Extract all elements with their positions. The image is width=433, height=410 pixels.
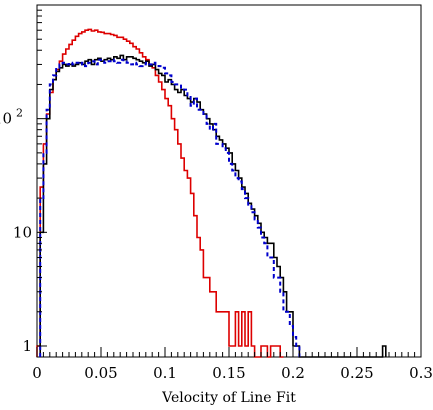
series-layer bbox=[36, 28, 387, 358]
series-line-2 bbox=[39, 58, 301, 357]
series-line-1 bbox=[39, 54, 387, 358]
x-tick-label-2: 0.1 bbox=[153, 364, 177, 382]
x-tick-label-0: 0 bbox=[32, 364, 42, 382]
x-axis-title: Velocity of Line Fit bbox=[161, 390, 296, 406]
x-tick-label-3: 0.15 bbox=[212, 364, 245, 382]
tick-layer: 0 0.05 0.1 0.15 0.2 0.25 0.3 1 10 102 bbox=[0, 9, 433, 382]
series-line-0 bbox=[36, 28, 284, 358]
y-tick-label-2: 102 bbox=[0, 107, 23, 128]
y-tick-label-0: 1 bbox=[22, 337, 32, 355]
x-tick-label-5: 0.25 bbox=[340, 364, 373, 382]
x-tick-label-4: 0.2 bbox=[281, 364, 305, 382]
x-tick-label-1: 0.05 bbox=[84, 364, 117, 382]
plot-frame bbox=[36, 4, 422, 358]
x-tick-label-6: 0.3 bbox=[409, 364, 433, 382]
y-tick-label-exponent-2: 2 bbox=[16, 107, 23, 120]
y-tick-label-1: 10 bbox=[13, 223, 32, 241]
